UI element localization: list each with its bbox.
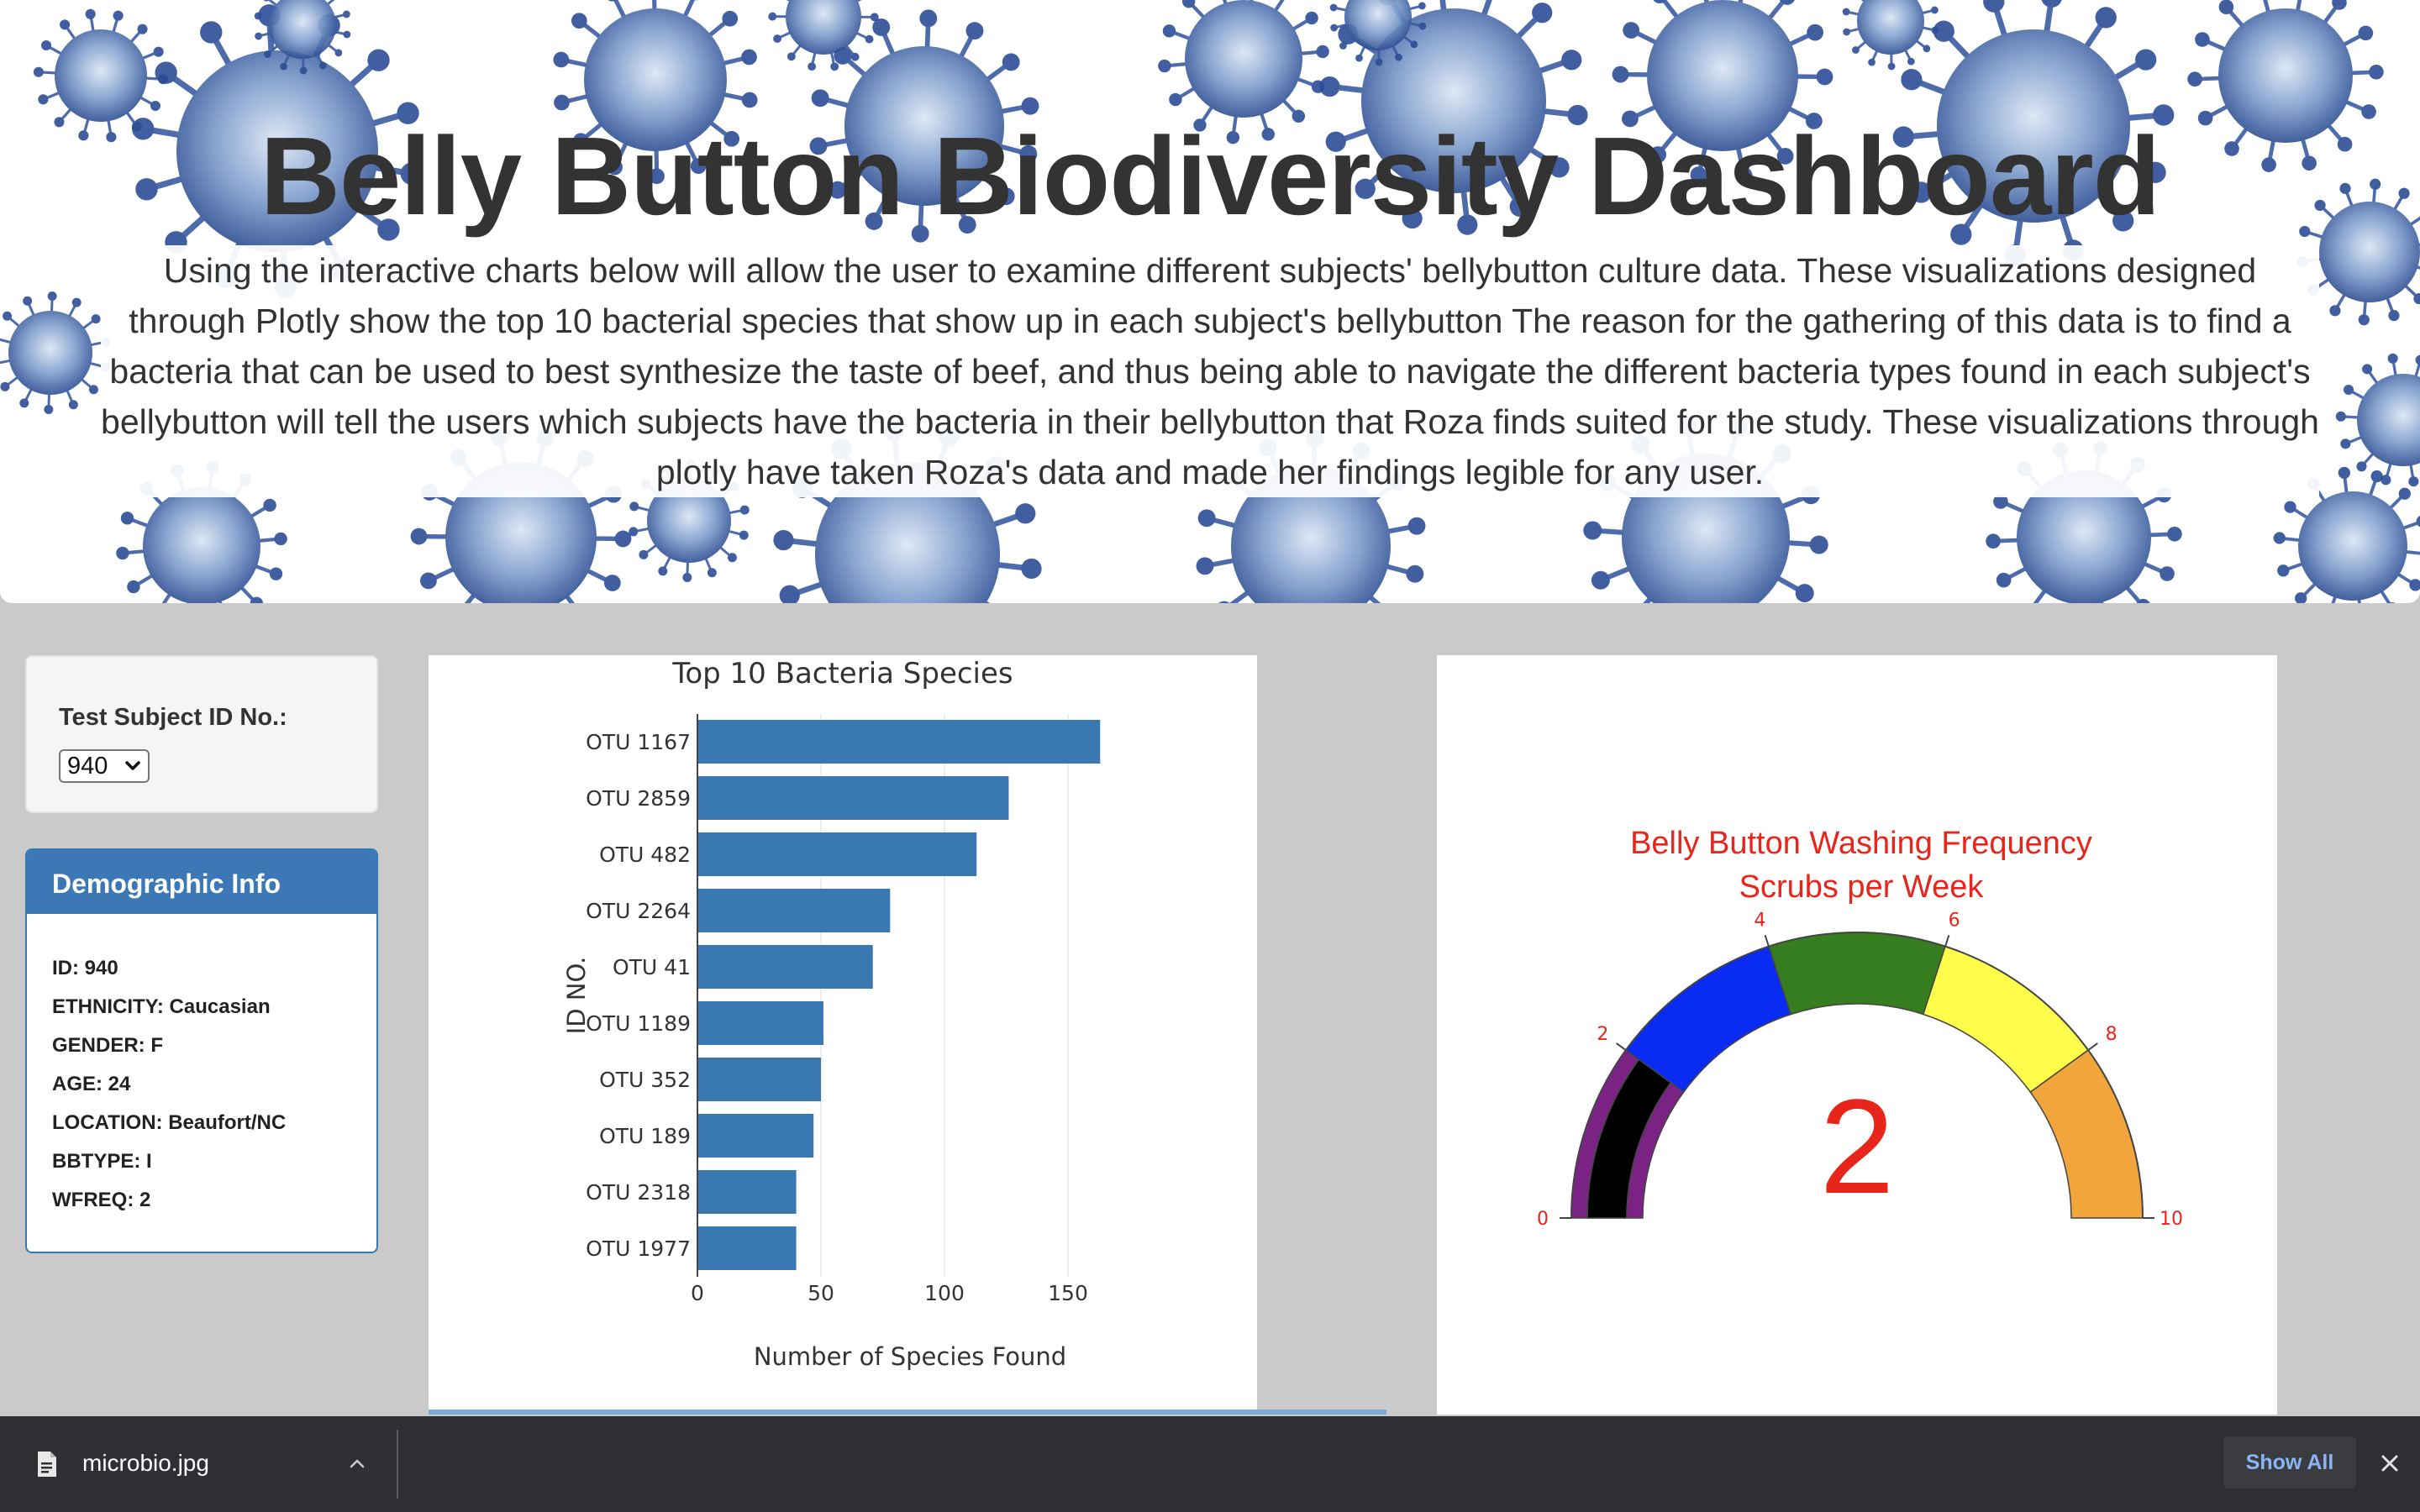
bar[interactable] xyxy=(697,1001,823,1045)
bar-chart-scroll-indicator xyxy=(429,1410,1386,1415)
x-axis-label: Number of Species Found xyxy=(754,1342,1066,1371)
gauge-tick-label: 2 xyxy=(1597,1024,1608,1045)
y-tick-label: OTU 1977 xyxy=(586,1236,691,1261)
y-tick-label: OTU 482 xyxy=(599,843,691,867)
x-tick-label: 0 xyxy=(691,1281,704,1305)
demographic-wfreq: WFREQ: 2 xyxy=(52,1189,151,1211)
virus-icon xyxy=(768,0,879,71)
subject-selector-well: Test Subject ID No.: 940 xyxy=(25,655,378,813)
gauge-tick xyxy=(1616,1042,1627,1051)
virus-icon xyxy=(1329,0,1427,66)
virus-background-image xyxy=(0,0,2420,603)
page-title: Belly Button Biodiversity Dashboard xyxy=(260,114,2161,238)
bar-chart-title: Top 10 Bacteria Species xyxy=(671,657,1013,690)
demographic-location: LOCATION: Beaufort/NC xyxy=(52,1111,287,1134)
gauge-chart-svg[interactable]: 0 2 4 6 8 10 2 Belly Button Washing Frequency Sc… xyxy=(1437,655,2277,1415)
virus-icon xyxy=(553,0,758,185)
bar-chart-card[interactable]: OTU 1167 OTU 2859 OTU 482 OTU 2264 OTU 41 OTU… xyxy=(429,655,1257,1413)
bar[interactable] xyxy=(697,832,977,876)
subject-id-selected-value: 940 xyxy=(67,753,108,780)
gauge-tick-label: 4 xyxy=(1754,910,1765,931)
gauge-tick xyxy=(1764,935,1770,947)
gauge-value-number: 2 xyxy=(1820,1071,1895,1221)
demographic-panel-body: ID: 940 ETHNICITY: Caucasian GENDER: F A… xyxy=(27,914,376,1220)
y-axis-label: ID NO. xyxy=(562,957,591,1035)
virus-icon xyxy=(1158,0,1329,144)
y-tick-label: OTU 2264 xyxy=(586,899,691,923)
gauge-chart-card[interactable]: 0 2 4 6 8 10 2 Belly Button Washing Frequency Sc… xyxy=(1437,655,2277,1415)
bar[interactable] xyxy=(697,1226,797,1270)
file-icon xyxy=(38,1452,56,1477)
gauge-tick-label: 10 xyxy=(2160,1209,2183,1230)
bar-chart-svg[interactable]: OTU 1167 OTU 2859 OTU 482 OTU 2264 OTU 41 OTU… xyxy=(429,655,1257,1413)
page-description: Using the interactive charts below will … xyxy=(101,245,2319,497)
gauge-tick xyxy=(1944,935,1950,947)
gauge-tick-label: 6 xyxy=(1949,910,1960,931)
virus-icon xyxy=(0,291,111,414)
virus-icon xyxy=(2187,0,2384,172)
demographic-gender: GENDER: F xyxy=(52,1034,163,1057)
bar[interactable] xyxy=(697,1114,814,1158)
bar[interactable] xyxy=(697,776,1009,820)
virus-icon xyxy=(1892,0,2175,266)
jumbotron-header: Belly Button Biodiversity Dashboard Usin… xyxy=(0,0,2420,603)
gauge-subtitle: Scrubs per Week xyxy=(1739,869,1985,905)
demographic-ethnicity: ETHNICITY: Caucasian xyxy=(52,995,271,1018)
gauge-value-bar xyxy=(1586,1058,1672,1219)
gauge-title: Belly Button Washing Frequency xyxy=(1630,826,2092,861)
virus-icon xyxy=(1842,0,1939,71)
virus-icon xyxy=(809,9,1039,243)
close-icon[interactable] xyxy=(2378,1452,2402,1475)
virus-icon xyxy=(1612,0,1833,184)
x-tick-label: 100 xyxy=(924,1281,965,1305)
x-tick-label: 50 xyxy=(808,1281,834,1305)
download-bar: microbio.jpg Show All xyxy=(0,1416,2420,1512)
download-bar-divider xyxy=(397,1430,398,1499)
demographic-panel: Demographic Info ID: 940 ETHNICITY: Cauc… xyxy=(25,848,378,1253)
virus-icon xyxy=(629,459,750,582)
virus-icon xyxy=(2335,353,2420,487)
y-tick-label: OTU 1167 xyxy=(586,730,691,754)
x-tick-label: 150 xyxy=(1048,1281,1088,1305)
virus-icon xyxy=(2273,466,2420,603)
y-tick-label: OTU 2859 xyxy=(586,786,691,811)
y-tick-label: OTU 189 xyxy=(599,1124,691,1148)
download-file-name[interactable]: microbio.jpg xyxy=(82,1450,209,1476)
virus-icon xyxy=(254,0,351,75)
bar[interactable] xyxy=(697,1058,821,1101)
gauge-band xyxy=(1767,932,1947,1016)
subject-id-select[interactable]: 940 xyxy=(59,749,150,783)
bar[interactable] xyxy=(697,945,873,989)
gauge-tick-label: 8 xyxy=(2106,1024,2118,1045)
virus-icon xyxy=(33,8,169,143)
demographic-id: ID: 940 xyxy=(52,957,118,979)
chevron-down-icon xyxy=(125,761,140,770)
demographic-bbtype: BBTYPE: I xyxy=(52,1150,152,1173)
gauge-tick xyxy=(2087,1042,2098,1051)
gauge-tick-label: 0 xyxy=(1537,1209,1549,1230)
y-tick-label: OTU 1189 xyxy=(586,1011,691,1036)
show-all-button[interactable]: Show All xyxy=(2223,1436,2356,1488)
virus-icon xyxy=(2296,178,2420,326)
bar[interactable] xyxy=(697,720,1101,764)
bar[interactable] xyxy=(697,889,891,932)
bar[interactable] xyxy=(697,1170,797,1214)
y-tick-label: OTU 352 xyxy=(599,1068,691,1092)
y-tick-label: OTU 41 xyxy=(613,955,691,979)
gauge-outline xyxy=(1570,932,2144,1219)
demographic-panel-heading: Demographic Info xyxy=(27,850,376,914)
chevron-up-icon[interactable] xyxy=(346,1453,368,1475)
demographic-age: AGE: 24 xyxy=(52,1073,131,1095)
subject-id-label: Test Subject ID No.: xyxy=(59,704,287,731)
y-tick-label: OTU 2318 xyxy=(586,1180,691,1205)
